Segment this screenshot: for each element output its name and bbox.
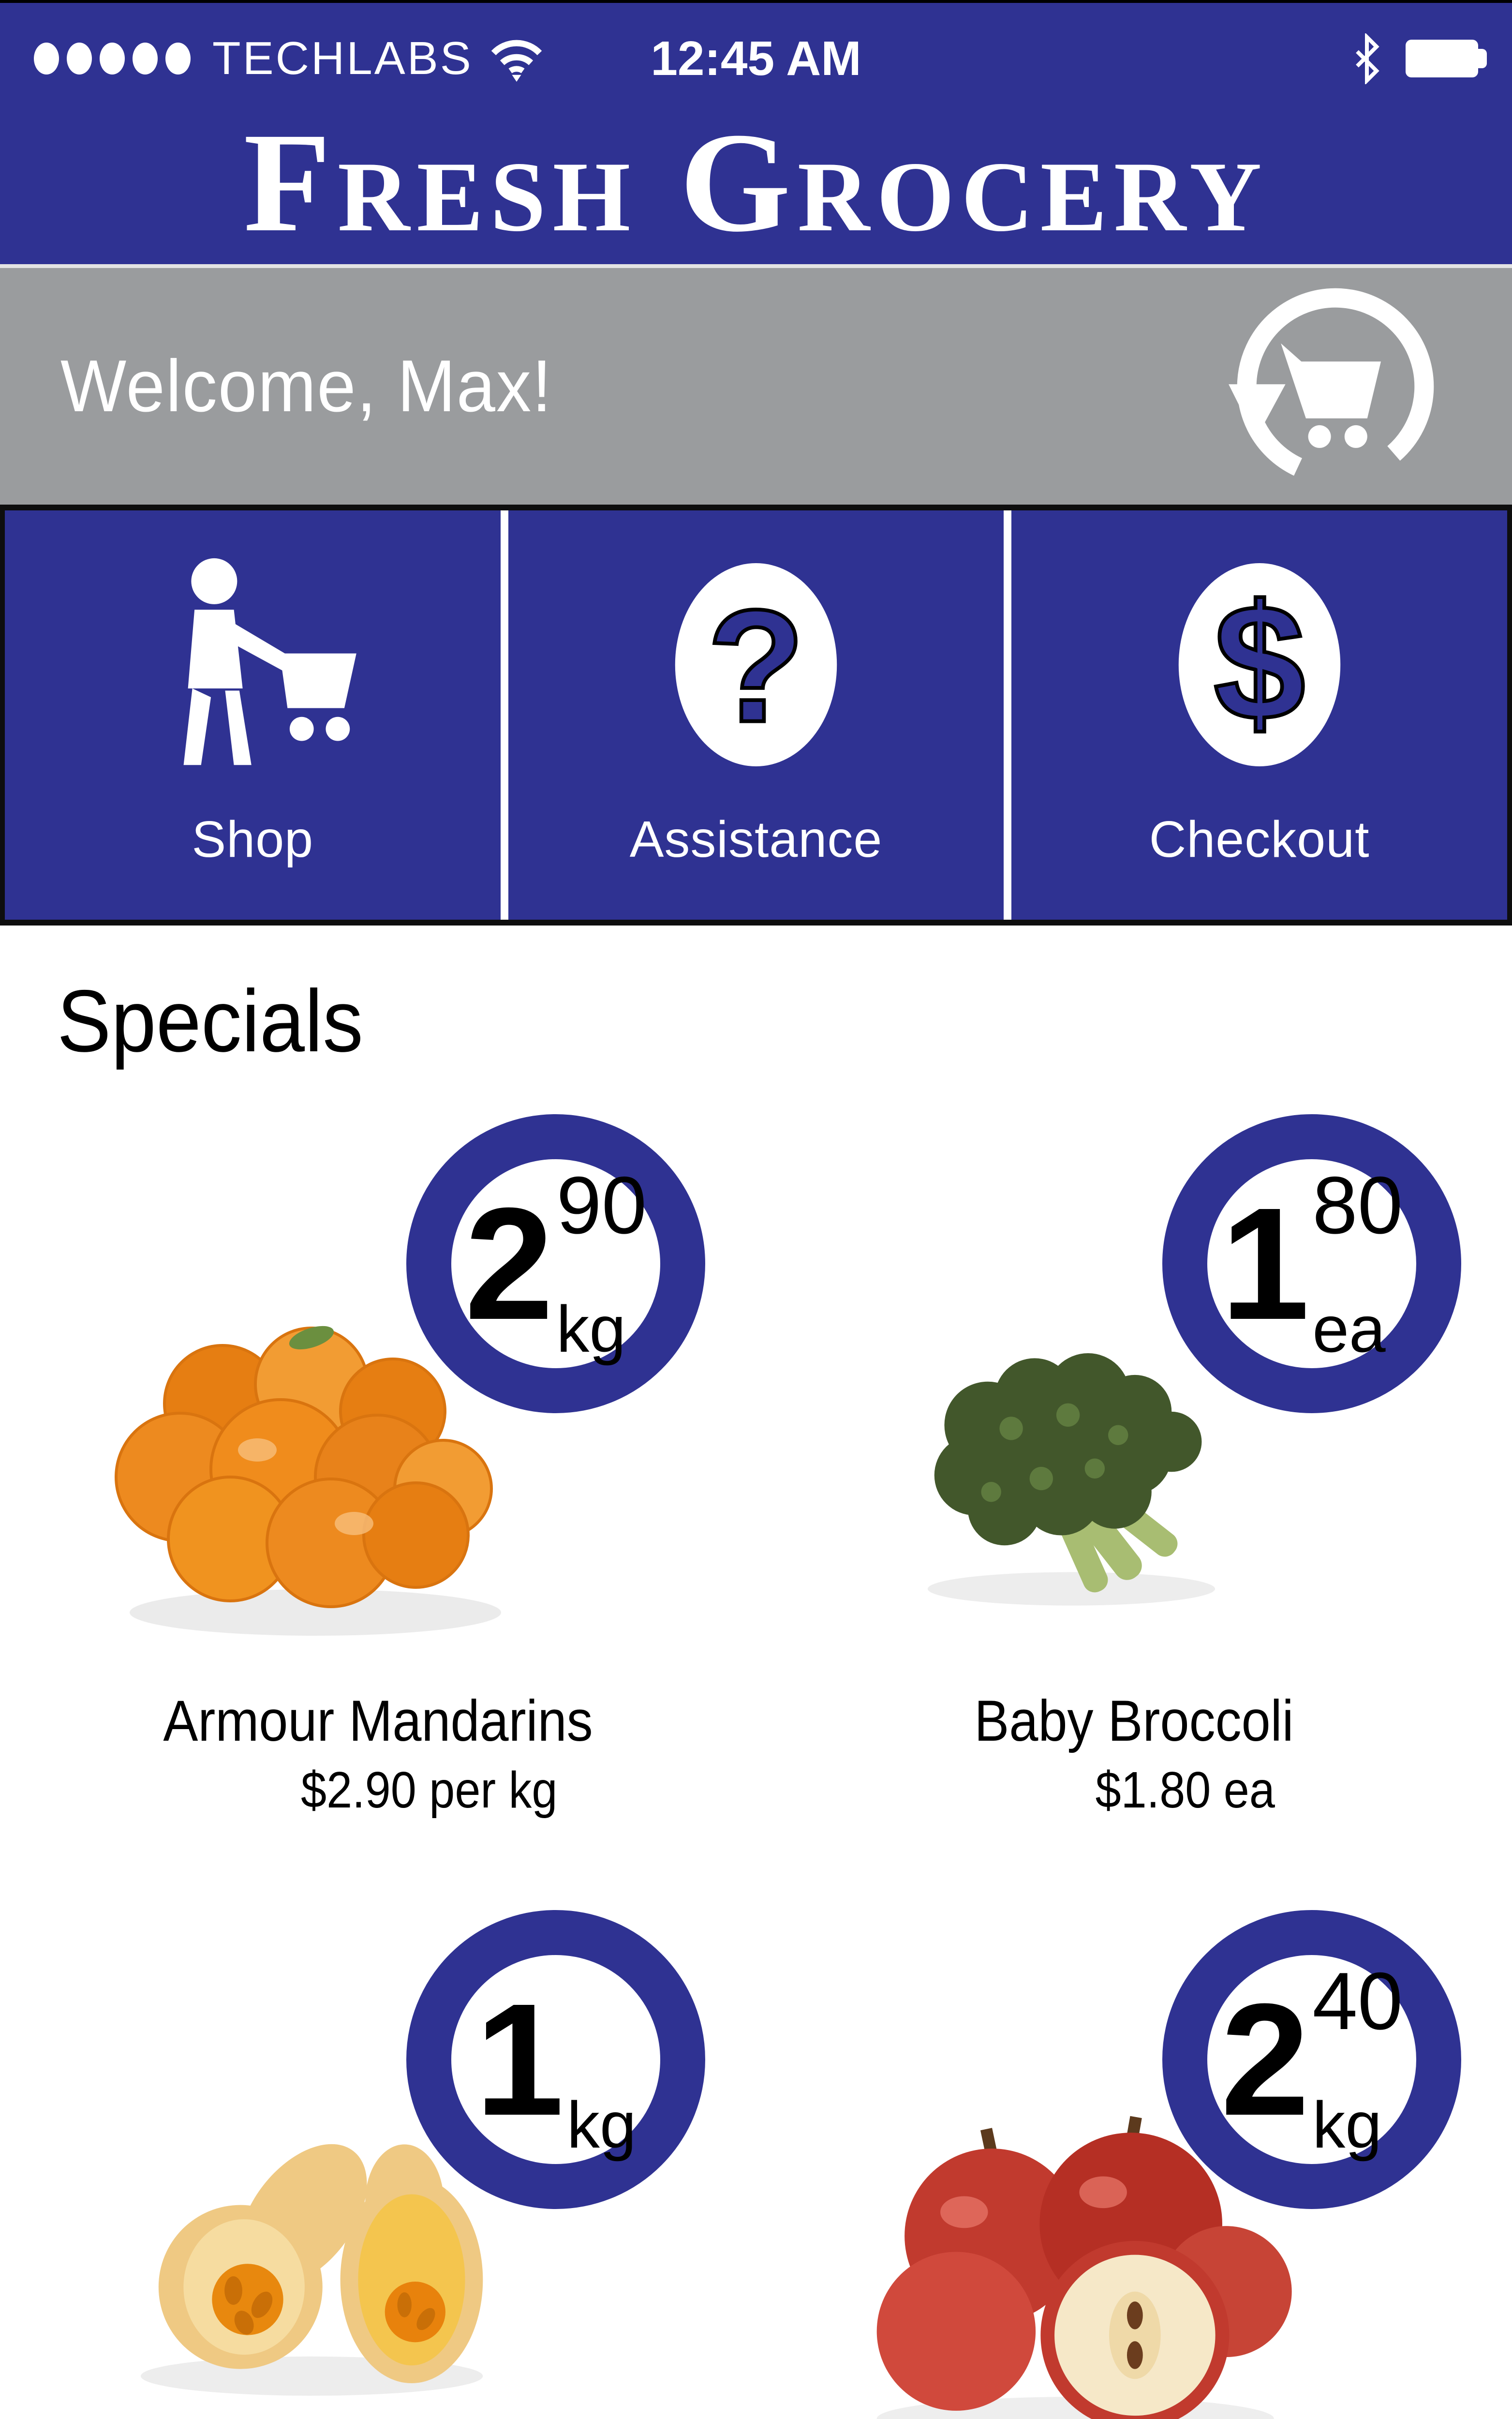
svg-text:$: $ <box>1214 571 1305 755</box>
badge-dollars: 1 <box>1220 1174 1310 1353</box>
welcome-message: Welcome, Max! <box>60 345 553 427</box>
main-nav: Shop ? Assistance $ Checkout <box>0 505 1512 926</box>
product-card-armour-mandarins[interactable]: 2 90 kg <box>0 1091 756 1887</box>
nav-tile-checkout[interactable]: $ Checkout <box>1011 510 1508 920</box>
repeat-cart-icon <box>1229 288 1434 485</box>
nav-tile-shop[interactable]: Shop <box>5 510 501 920</box>
nav-label-shop: Shop <box>192 811 314 868</box>
badge-cents: 80 <box>1312 1160 1403 1251</box>
badge-dollars: 2 <box>1220 1970 1310 2149</box>
product-card-fuji-apples[interactable]: 2 40 kg F <box>756 1887 1512 2419</box>
badge-unit: ea <box>1312 1292 1386 1366</box>
svg-text:?: ? <box>707 577 805 756</box>
badge-cents: 40 <box>1312 1956 1403 2046</box>
status-bar: TECHLABS 12:45 AM <box>0 3 1512 100</box>
battery-icon <box>1406 40 1487 77</box>
nav-tile-assistance[interactable]: ? Assistance <box>508 510 1004 920</box>
product-name: Baby Broccoli <box>974 1688 1294 1754</box>
product-name: Armour Mandarins <box>163 1688 593 1754</box>
status-icons <box>1352 33 1487 84</box>
cart-glyph <box>1281 343 1381 448</box>
specials-heading: Specials <box>57 971 363 1070</box>
person-cart-icon <box>127 544 378 786</box>
nav-label-checkout: Checkout <box>1149 811 1370 868</box>
apples-image <box>876 2116 1292 2419</box>
badge-unit: kg <box>566 2088 637 2162</box>
badge-dollars: 2 <box>464 1174 554 1353</box>
welcome-banner: Welcome, Max! <box>0 264 1512 505</box>
repeat-order-cart-button[interactable] <box>1219 273 1452 500</box>
clock: 12:45 AM <box>651 31 861 86</box>
question-mark-icon: ? <box>671 544 841 786</box>
dollar-icon: $ <box>1175 544 1344 786</box>
mandarins-image <box>114 1326 501 1636</box>
product-caption: Armour Mandarins $2.90 per kg <box>0 1685 756 1824</box>
signal-strength-icon <box>34 43 191 75</box>
page-title: Fresh Grocery <box>243 103 1269 261</box>
product-price: $1.80 ea <box>1095 1762 1275 1819</box>
broccoli-image <box>927 1353 1215 1606</box>
badge-dollars: 1 <box>475 1970 564 2149</box>
carrier-label: TECHLABS <box>212 32 473 84</box>
pumpkin-image <box>140 2144 483 2396</box>
bluetooth-icon <box>1356 33 1379 84</box>
product-card-butternut-pumpkin[interactable]: 1 kg <box>0 1887 756 2419</box>
product-card-baby-broccoli[interactable]: 1 80 ea <box>756 1091 1512 1887</box>
wifi-icon <box>491 40 542 82</box>
specials-grid: 2 90 kg <box>0 1091 1512 2419</box>
nav-label-assistance: Assistance <box>629 811 883 868</box>
badge-unit: kg <box>1312 2088 1382 2162</box>
badge-unit: kg <box>556 1292 626 1366</box>
product-caption: Baby Broccoli $1.80 ea <box>756 1685 1512 1824</box>
app-header: TECHLABS 12:45 AM Fresh Grocery <box>0 3 1512 264</box>
badge-cents: 90 <box>556 1160 647 1251</box>
product-price: $2.90 per kg <box>301 1762 558 1819</box>
